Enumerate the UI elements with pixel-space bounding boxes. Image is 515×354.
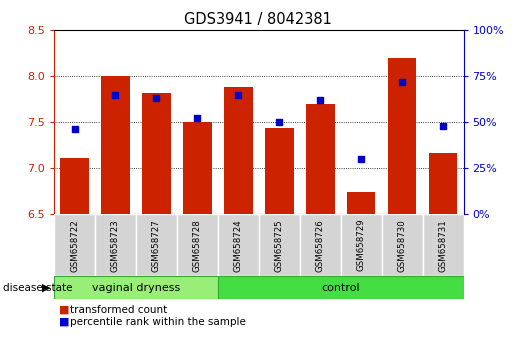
Bar: [422, 214, 464, 276]
Point: [234, 92, 243, 97]
Text: GSM658727: GSM658727: [152, 219, 161, 272]
Bar: [259, 214, 300, 276]
Point: [111, 92, 119, 97]
Point: [316, 97, 324, 103]
Text: GSM658722: GSM658722: [70, 219, 79, 272]
Bar: [54, 276, 218, 299]
Point: [357, 156, 365, 162]
Bar: [300, 214, 341, 276]
Bar: [341, 214, 382, 276]
Text: GSM658725: GSM658725: [275, 219, 284, 272]
Bar: [218, 214, 259, 276]
Text: GSM658729: GSM658729: [357, 219, 366, 272]
Text: transformed count: transformed count: [70, 305, 167, 315]
Bar: [60, 158, 89, 214]
Text: ■: ■: [59, 305, 70, 315]
Bar: [265, 128, 294, 214]
Point: [398, 79, 406, 85]
Bar: [388, 58, 417, 214]
Text: GSM658723: GSM658723: [111, 219, 120, 272]
Bar: [101, 76, 130, 214]
Text: GSM658724: GSM658724: [234, 219, 243, 272]
Bar: [136, 214, 177, 276]
Bar: [54, 214, 95, 276]
Text: ▶: ▶: [42, 282, 50, 293]
Point: [71, 127, 79, 132]
Text: GDS3941 / 8042381: GDS3941 / 8042381: [183, 12, 332, 27]
Text: GSM658726: GSM658726: [316, 219, 324, 272]
Bar: [218, 276, 464, 299]
Bar: [306, 104, 335, 214]
Text: ■: ■: [59, 317, 70, 327]
Text: GSM658728: GSM658728: [193, 219, 202, 272]
Bar: [382, 214, 422, 276]
Bar: [183, 122, 212, 214]
Text: disease state: disease state: [3, 282, 72, 293]
Bar: [347, 192, 375, 214]
Point: [275, 119, 283, 125]
Bar: [177, 214, 218, 276]
Bar: [95, 214, 136, 276]
Point: [439, 123, 447, 129]
Point: [152, 95, 161, 101]
Text: GSM658730: GSM658730: [398, 219, 406, 272]
Bar: [224, 87, 253, 214]
Text: percentile rank within the sample: percentile rank within the sample: [70, 317, 246, 327]
Bar: [142, 93, 171, 214]
Bar: [428, 153, 457, 214]
Text: vaginal dryness: vaginal dryness: [92, 282, 180, 293]
Text: control: control: [321, 282, 360, 293]
Point: [193, 116, 201, 121]
Text: GSM658731: GSM658731: [439, 219, 448, 272]
